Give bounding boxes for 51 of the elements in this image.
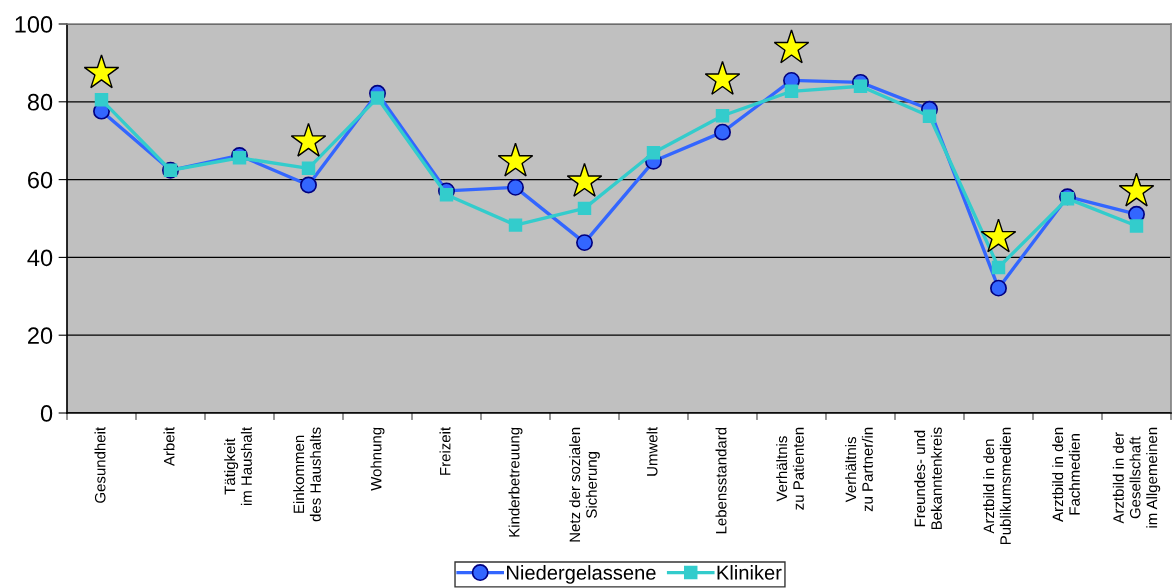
legend-label: Kliniker bbox=[717, 565, 782, 580]
x-tick-label: Wohnung bbox=[370, 427, 385, 491]
point bbox=[370, 91, 385, 105]
x-tick-label: Gesundheit bbox=[94, 426, 106, 503]
y-tick-label: 0 bbox=[40, 405, 53, 422]
point bbox=[714, 123, 731, 141]
point bbox=[232, 151, 247, 165]
x-tick-label: Tätigkeit im Haushalt bbox=[224, 427, 252, 506]
point bbox=[922, 109, 937, 123]
x-tick-label: Arztbild in den Fachmedien bbox=[1052, 427, 1080, 522]
point bbox=[1129, 219, 1144, 233]
y-tick-label: 100 bbox=[15, 16, 53, 33]
legend-label: Niedergelassene bbox=[507, 565, 656, 584]
point bbox=[715, 109, 730, 123]
point bbox=[439, 188, 454, 202]
point bbox=[566, 162, 603, 197]
point bbox=[990, 279, 1007, 297]
x-tick-label: Arbeit bbox=[163, 427, 175, 467]
y-tick-label: 40 bbox=[27, 249, 53, 267]
x-tick-label: Verhältnis zu Partner/in bbox=[845, 427, 873, 512]
point bbox=[1118, 172, 1155, 207]
point bbox=[301, 161, 316, 176]
y-tick-label: 60 bbox=[28, 171, 53, 189]
x-tick-label: Arztbild in den Publikumsmedien bbox=[983, 427, 1011, 545]
x-tick-label: Freizeit bbox=[439, 427, 451, 475]
point bbox=[507, 178, 524, 196]
point bbox=[991, 260, 1006, 275]
x-tick-label: Lebensstandard bbox=[715, 427, 727, 534]
point bbox=[980, 218, 1017, 253]
point bbox=[646, 146, 661, 160]
point bbox=[300, 176, 317, 194]
x-tick-label: Freundes- und Bekanntenkreis bbox=[914, 427, 942, 530]
x-tick-label: Einkommen des Haushalts bbox=[293, 427, 321, 522]
x-tick-label: Arztbild in der Gesellschaft im Allgemeinen bbox=[1112, 427, 1161, 528]
point bbox=[94, 93, 109, 107]
point bbox=[508, 218, 523, 232]
point bbox=[83, 54, 120, 89]
point bbox=[773, 29, 810, 64]
point bbox=[704, 60, 741, 95]
point bbox=[576, 234, 593, 252]
x-tick-label: Verhältnis zu Patienten bbox=[776, 427, 804, 510]
point bbox=[784, 84, 799, 99]
x-tick-label: Umwelt bbox=[646, 427, 658, 476]
point bbox=[577, 201, 592, 216]
point bbox=[290, 122, 327, 157]
y-tick-label: 20 bbox=[28, 327, 53, 344]
point bbox=[497, 142, 534, 177]
x-tick-label: Kinderbetreuung bbox=[508, 427, 523, 537]
point bbox=[853, 79, 868, 93]
x-tick-label: Netz der sozialen Sicherung bbox=[569, 427, 600, 542]
y-tick-label: 80 bbox=[27, 93, 53, 111]
